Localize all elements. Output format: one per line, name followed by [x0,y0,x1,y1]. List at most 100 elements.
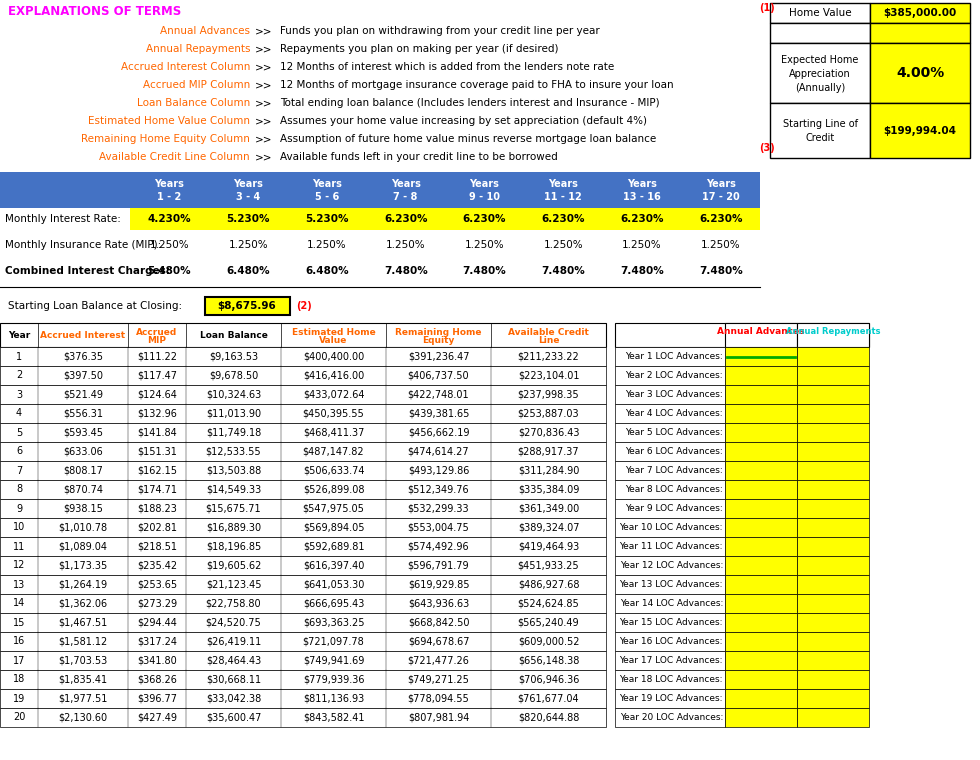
Text: (2): (2) [296,301,312,311]
Text: 14: 14 [13,599,25,609]
Text: $2,130.60: $2,130.60 [59,713,108,723]
Text: $35,600.47: $35,600.47 [206,713,262,723]
Bar [615,556,725,575]
Text: Year 8 LOC Advances:: Year 8 LOC Advances: [625,485,723,494]
Text: Years: Years [469,179,500,189]
Text: 1.250%: 1.250% [543,240,583,250]
Bar [797,575,869,594]
Bar [725,499,797,518]
Bar [130,208,760,230]
Bar [725,461,797,480]
Bar [725,651,797,670]
Text: $450,395.55: $450,395.55 [303,409,365,419]
Text: 5 - 6: 5 - 6 [315,192,339,202]
Text: Year: Year [8,331,30,340]
Text: 6.230%: 6.230% [699,214,743,224]
Bar [0,404,606,423]
Bar [725,556,797,575]
Text: $506,633.74: $506,633.74 [303,465,365,476]
Bar [797,323,869,347]
Text: >>: >> [255,116,272,126]
Text: $811,136.93: $811,136.93 [303,693,365,704]
Text: Remaining Home: Remaining Home [395,328,482,337]
Text: $1,467.51: $1,467.51 [59,617,108,628]
Text: $223,104.01: $223,104.01 [517,371,579,381]
Text: >>: >> [255,152,272,162]
Text: 6.480%: 6.480% [226,266,270,276]
Bar [797,518,869,537]
Text: Year 17 LOC Advances:: Year 17 LOC Advances: [619,656,723,665]
Bar [725,404,797,423]
Text: $419,464.93: $419,464.93 [517,541,579,552]
Text: >>: >> [255,44,272,54]
Bar [797,651,869,670]
Text: Year 12 LOC Advances:: Year 12 LOC Advances: [619,561,723,570]
Text: 15: 15 [13,617,25,628]
Bar [0,347,606,366]
Text: $253,887.03: $253,887.03 [517,409,579,419]
Bar [797,537,869,556]
Text: $391,236.47: $391,236.47 [408,351,469,362]
Text: $10,324.63: $10,324.63 [206,389,261,400]
Text: $778,094.55: $778,094.55 [408,693,469,704]
Text: $253.65: $253.65 [137,579,177,590]
Bar [0,423,606,442]
Text: $294.44: $294.44 [137,617,177,628]
Text: $422,748.01: $422,748.01 [408,389,469,400]
Bar [0,499,606,518]
Bar [725,575,797,594]
Text: $1,173.35: $1,173.35 [59,561,108,571]
Text: $9,163.53: $9,163.53 [209,351,258,362]
Text: $439,381.65: $439,381.65 [408,409,469,419]
Text: $19,605.62: $19,605.62 [206,561,262,571]
Bar [797,594,869,613]
Text: Value: Value [319,336,348,345]
Text: $749,941.69: $749,941.69 [303,655,365,666]
Text: $486,927.68: $486,927.68 [517,579,579,590]
Text: $141.84: $141.84 [137,427,176,438]
Bar [615,575,725,594]
Text: 11 - 12: 11 - 12 [544,192,582,202]
Text: $1,703.53: $1,703.53 [59,655,108,666]
Text: $427.49: $427.49 [137,713,177,723]
Text: Accrued Interest: Accrued Interest [40,331,125,340]
Text: Equity: Equity [422,336,455,345]
Text: Assumption of future home value minus reverse mortgage loan balance: Assumption of future home value minus re… [280,134,657,144]
Bar [615,423,725,442]
Text: $21,123.45: $21,123.45 [206,579,262,590]
Bar [615,404,725,423]
Text: $938.15: $938.15 [63,504,103,514]
Bar [615,366,725,385]
Text: Monthly Interest Rate:: Monthly Interest Rate: [5,214,121,224]
Bar [0,537,606,556]
Text: $532,299.33: $532,299.33 [408,504,469,514]
Text: $188.23: $188.23 [137,504,177,514]
Text: 7.480%: 7.480% [463,266,507,276]
Text: 4.00%: 4.00% [896,66,944,80]
Text: $524,624.85: $524,624.85 [517,599,579,609]
Bar [725,689,797,708]
Text: $22,758.80: $22,758.80 [206,599,262,609]
Bar [725,323,797,347]
Text: Annual Advances: Annual Advances [160,26,250,36]
Bar [0,651,606,670]
Text: $15,675.71: $15,675.71 [206,504,262,514]
Text: 4.230%: 4.230% [148,214,191,224]
Bar [0,613,606,632]
Text: $8,675.96: $8,675.96 [218,301,276,311]
Text: 6: 6 [16,447,23,457]
Text: $406,737.50: $406,737.50 [408,371,469,381]
Text: $11,013.90: $11,013.90 [206,409,261,419]
Text: 12 Months of mortgage insurance coverage paid to FHA to insure your loan: 12 Months of mortgage insurance coverage… [280,80,673,90]
Text: $270,836.43: $270,836.43 [517,427,579,438]
Text: Year 18 LOC Advances:: Year 18 LOC Advances: [619,675,723,684]
Text: $521.49: $521.49 [63,389,103,400]
Text: 7: 7 [16,465,23,476]
Text: Years: Years [312,179,342,189]
Text: 5: 5 [16,427,23,438]
Text: >>: >> [255,26,272,36]
Text: $553,004.75: $553,004.75 [408,523,469,533]
Bar [725,347,797,366]
Text: $556.31: $556.31 [63,409,103,419]
Text: Monthly Insurance Rate (MIP):: Monthly Insurance Rate (MIP): [5,240,162,250]
